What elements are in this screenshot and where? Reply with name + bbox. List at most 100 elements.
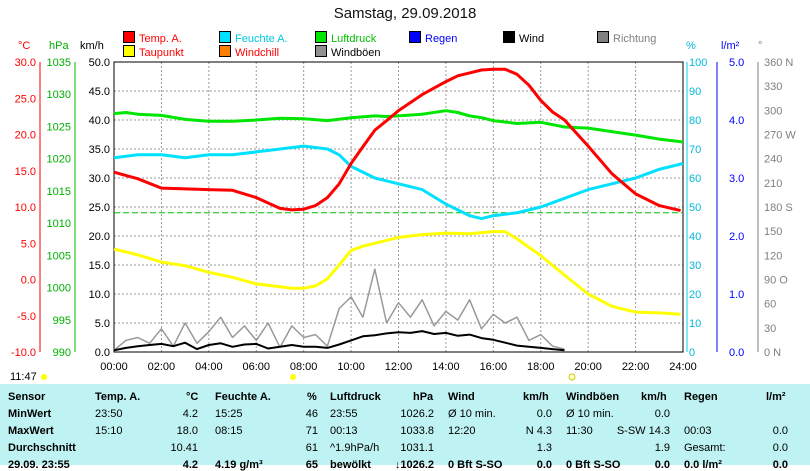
direction-tick-label: 60 — [764, 299, 776, 311]
stats-cell-rain-time: 0.0 l/m² — [684, 459, 722, 471]
stats-cell-rain-val: 0.0 — [772, 442, 788, 454]
rain-tick-label: 0.0 — [729, 347, 744, 359]
stats-cell-gust-val: S-SW 14.3 — [616, 425, 670, 437]
wind-tick-label: 5.0 — [95, 318, 110, 330]
direction-tick-label: 180 S — [764, 202, 793, 214]
stats-header-gust-unit: km/h — [641, 391, 667, 403]
direction-tick-label: 270 W — [764, 130, 796, 142]
x-tick-label: 14:00 — [432, 361, 460, 373]
stats-cell-temp-val: 4.2 — [182, 459, 198, 471]
stats-cell-wind-time: 12:20 — [448, 425, 476, 437]
legend-label: Windchill — [235, 47, 280, 59]
pressure-tick-label: 995 — [53, 315, 71, 327]
stats-cell-wind-time: Ø 10 min. — [448, 408, 496, 420]
stats-cell-wind-time: 0 Bft S-SO — [448, 459, 503, 471]
legend-swatch — [123, 45, 135, 57]
rain-tick-label: 1.0 — [729, 289, 744, 301]
x-tick-label: 02:00 — [148, 361, 176, 373]
stats-cell-gust-val: 1.9 — [654, 442, 670, 454]
stats-cell-temp-time: 23:50 — [95, 408, 123, 420]
x-tick-label: 16:00 — [480, 361, 508, 373]
temp-tick-label: 5.0 — [21, 238, 36, 250]
legend-label: Wind — [519, 33, 545, 45]
stats-cell-gust-val: 0.0 — [654, 459, 670, 471]
temp-tick-label: -10.0 — [11, 347, 36, 359]
direction-tick-label: 90 O — [764, 275, 788, 287]
stats-cell-label: MaxWert — [8, 425, 54, 437]
legend-swatch — [123, 31, 135, 43]
series-feuchte-a- — [113, 144, 684, 221]
legend-item-feuchte-a-: Feuchte A. — [219, 31, 288, 45]
humidity-tick-label: 70 — [689, 144, 701, 156]
chart-title: Samstag, 29.09.2018 — [333, 5, 477, 22]
direction-tick-label: 120 — [764, 250, 782, 262]
legend-item-regen: Regen — [409, 31, 457, 45]
x-tick-label: 22:00 — [622, 361, 650, 373]
plot-frame — [113, 61, 684, 353]
pressure-tick-label: 1030 — [47, 89, 71, 101]
stats-header-wind-unit: km/h — [523, 391, 549, 403]
rain-axis-unit: l/m² — [721, 40, 740, 52]
x-tick-label: 10:00 — [337, 361, 365, 373]
wind-tick-label: 20.0 — [89, 231, 110, 243]
current-time-label: 11:47 — [10, 371, 37, 383]
direction-tick-label: 300 — [764, 105, 782, 117]
temp-tick-label: 20.0 — [15, 130, 36, 142]
stats-cell-rain-val: 0.0 — [772, 425, 788, 437]
stats-header-wind: Wind — [448, 391, 475, 403]
legend-item-taupunkt: Taupunkt — [123, 45, 184, 59]
stats-header-temp: Temp. A. — [95, 391, 141, 403]
wind-tick-label: 50.0 — [89, 57, 110, 69]
pressure-tick-label: 1015 — [47, 186, 71, 198]
legend-swatch — [315, 31, 327, 43]
wind-tick-label: 25.0 — [89, 202, 110, 214]
stats-header-temp-unit: °C — [186, 391, 199, 403]
direction-tick-label: 30 — [764, 323, 776, 335]
stats-cell-wind-val: 1.3 — [536, 442, 552, 454]
sunrise-marker — [290, 374, 296, 380]
stats-cell-temp-val: 10.41 — [170, 442, 198, 454]
stats-cell-press-time: 00:13 — [330, 425, 358, 437]
pressure-tick-label: 1020 — [47, 154, 71, 166]
stats-cell-press-time: ^1.9hPa/h — [330, 442, 380, 454]
x-tick-label: 04:00 — [195, 361, 223, 373]
wind-axis-unit: km/h — [80, 40, 104, 52]
pressure-tick-label: 990 — [53, 347, 71, 359]
pressure-tick-label: 1025 — [47, 121, 71, 133]
legend-swatch — [503, 31, 515, 43]
stats-cell-gust-val: 0.0 — [654, 408, 670, 420]
stats-cell-rain-val: 0.0 — [772, 459, 788, 471]
stats-cell-hum-val: 61 — [305, 442, 318, 454]
humidity-tick-label: 80 — [689, 115, 701, 127]
pressure-tick-label: 1005 — [47, 250, 71, 262]
wind-tick-label: 30.0 — [89, 173, 110, 185]
legend-label: Temp. A. — [139, 33, 182, 45]
series-windböen — [113, 268, 565, 351]
stats-header-rain: Regen — [684, 391, 718, 403]
legend-item-windböen: Windböen — [315, 45, 381, 59]
stats-cell-hum-time: 08:15 — [215, 425, 243, 437]
x-tick-label: 08:00 — [290, 361, 318, 373]
direction-tick-label: 0 N — [764, 347, 781, 359]
temp-tick-label: -5.0 — [17, 311, 36, 323]
temp-tick-label: 30.0 — [15, 57, 36, 69]
stats-cell-press-val: 1031.1 — [400, 442, 434, 454]
x-tick-label: 00:00 — [100, 361, 128, 373]
legend-item-richtung: Richtung — [597, 31, 656, 45]
pressure-tick-label: 1035 — [47, 57, 71, 69]
direction-axis-unit: ° — [758, 40, 763, 52]
temp-tick-label: 15.0 — [15, 166, 36, 178]
pressure-axis-unit: hPa — [49, 40, 69, 52]
stats-cell-press-val: 1026.2 — [400, 408, 434, 420]
stats-header-pressure: Luftdruck — [330, 391, 381, 403]
stats-cell-temp-val: 4.2 — [182, 408, 198, 420]
legend-item-windchill: Windchill — [219, 45, 279, 59]
x-tick-label: 18:00 — [527, 361, 555, 373]
humidity-tick-label: 60 — [689, 173, 701, 185]
stats-cell-wind-val: 0.0 — [536, 408, 552, 420]
legend-swatch — [597, 31, 609, 43]
x-tick-label: 20:00 — [574, 361, 602, 373]
temp-axis-unit: °C — [18, 40, 31, 52]
series-wind — [113, 330, 565, 352]
humidity-axis-unit: % — [686, 40, 696, 52]
